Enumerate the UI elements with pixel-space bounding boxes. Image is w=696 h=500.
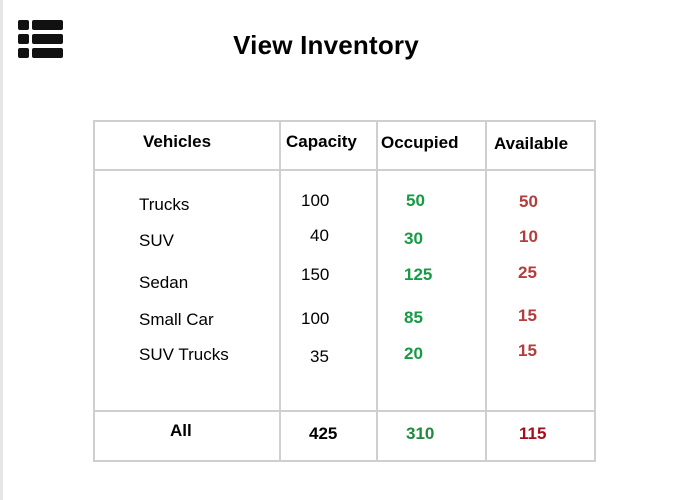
column-divider (485, 122, 487, 460)
total-capacity: 425 (309, 424, 338, 443)
occupied-cell: 85 (404, 308, 423, 327)
capacity-cell: 150 (301, 265, 330, 284)
inventory-table: Vehicles Capacity Occupied Available Tru… (93, 120, 596, 462)
capacity-cell: 100 (301, 191, 330, 210)
vehicle-cell: Sedan (139, 273, 189, 292)
column-header-occupied: Occupied (381, 133, 459, 152)
available-cell: 25 (518, 263, 537, 282)
column-divider (279, 122, 281, 460)
available-cell: 50 (519, 192, 538, 211)
column-divider (376, 122, 378, 460)
capacity-cell: 35 (310, 347, 329, 366)
available-cell: 15 (518, 341, 537, 360)
vehicle-cell: SUV (139, 231, 174, 250)
vehicle-cell: Small Car (139, 310, 214, 329)
total-available: 115 (519, 424, 547, 443)
hamburger-menu-icon[interactable] (18, 20, 63, 58)
total-occupied: 310 (406, 424, 435, 443)
available-cell: 15 (518, 306, 537, 325)
page-title: View Inventory (233, 30, 419, 60)
occupied-cell: 30 (404, 229, 423, 248)
available-cell: 10 (519, 227, 538, 246)
occupied-cell: 125 (404, 265, 433, 284)
total-divider (95, 410, 594, 412)
column-header-capacity: Capacity (286, 132, 357, 151)
occupied-cell: 50 (406, 191, 425, 210)
header-divider (95, 169, 594, 171)
capacity-cell: 100 (301, 309, 330, 328)
capacity-cell: 40 (310, 226, 329, 245)
vehicle-cell: SUV Trucks (139, 345, 229, 364)
total-label: All (170, 421, 192, 440)
left-edge-divider (0, 0, 3, 500)
vehicle-cell: Trucks (139, 195, 190, 214)
column-header-available: Available (494, 134, 569, 153)
column-header-vehicles: Vehicles (143, 132, 212, 151)
occupied-cell: 20 (404, 344, 423, 363)
